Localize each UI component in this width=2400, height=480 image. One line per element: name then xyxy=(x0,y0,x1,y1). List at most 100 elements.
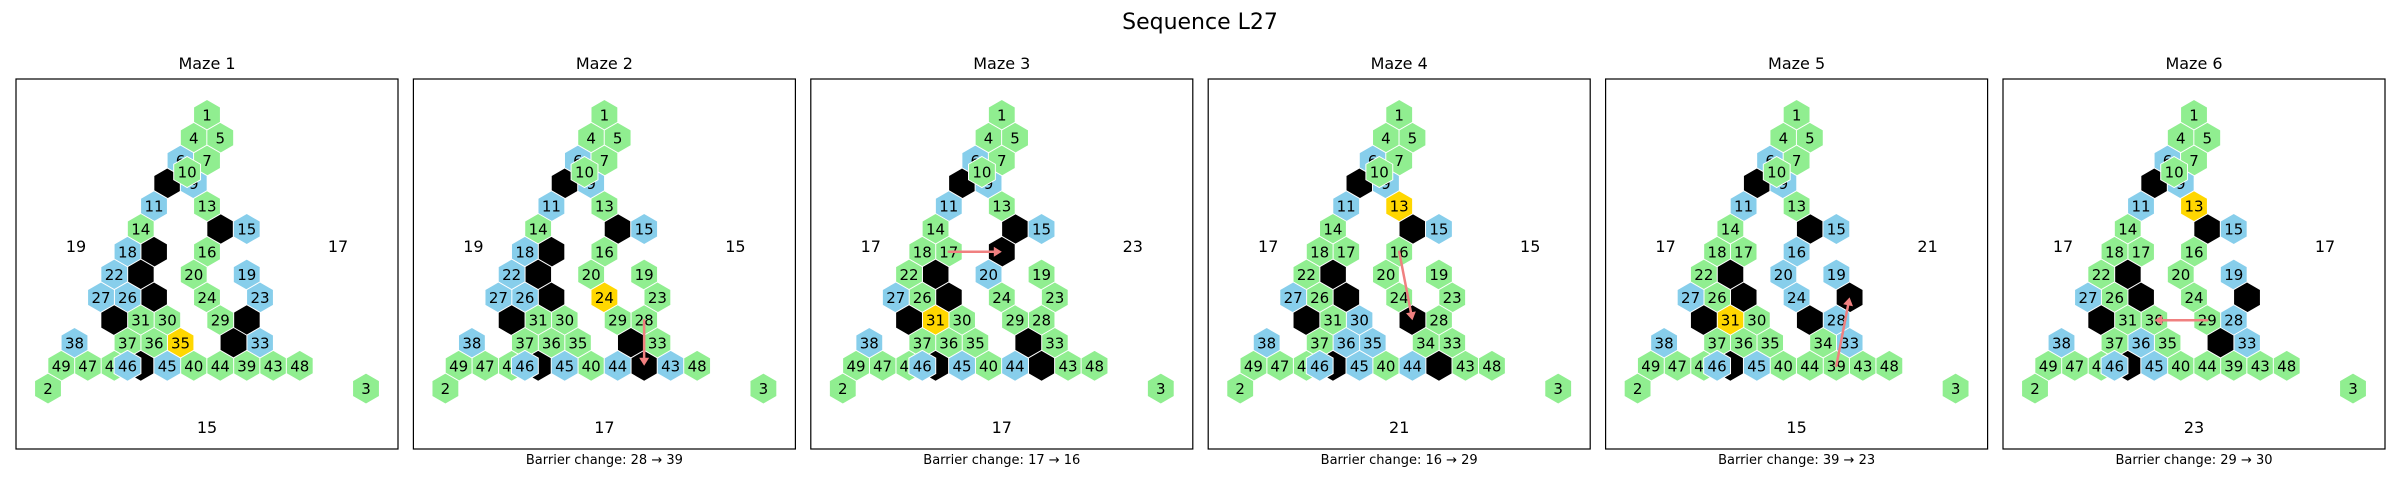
hex-cell: 18 xyxy=(908,235,937,268)
hex-number: 45 xyxy=(953,357,972,375)
hex-cell: 23 xyxy=(643,281,672,314)
hex-number: 8 xyxy=(957,175,967,193)
hex-number: 26 xyxy=(2105,289,2124,307)
hex-cell: 32 xyxy=(2087,304,2116,337)
hex-cell: 35 xyxy=(2153,326,2182,360)
hex-cell: 24 xyxy=(590,281,619,314)
hex-cell: 44 xyxy=(1001,349,1029,382)
hex-shape xyxy=(1001,349,1029,382)
hex-number: 37 xyxy=(1708,335,1727,353)
hex-shape xyxy=(1795,349,1824,382)
hex-cell: 38 xyxy=(1650,326,1679,360)
hex-cell: 27 xyxy=(1676,281,1705,314)
hex-number: 24 xyxy=(197,289,216,307)
hex-shape xyxy=(1345,349,1374,382)
hex-cell: 44 xyxy=(1795,349,1824,382)
hex-cell: 36 xyxy=(1332,326,1361,360)
hex-number: 20 xyxy=(1774,266,1793,284)
hex-number: 35 xyxy=(1761,335,1780,353)
hex-number: 49 xyxy=(847,357,866,375)
hex-number: 35 xyxy=(171,335,190,353)
hex-number: 15 xyxy=(1429,221,1448,239)
hex-number: 19 xyxy=(1032,266,1051,284)
hex-number: 36 xyxy=(1734,335,1753,353)
hex-cell: 49 xyxy=(1636,349,1665,382)
hex-shape xyxy=(1398,349,1427,382)
hex-number: 24 xyxy=(1390,289,1409,307)
hex-number: 15 xyxy=(2224,221,2243,239)
hex-number: 20 xyxy=(979,266,998,284)
hex-number: 17 xyxy=(542,243,561,261)
hex-number: 15 xyxy=(1032,221,1051,239)
hex-number: 32 xyxy=(105,312,124,330)
hex-cell: 25 xyxy=(537,281,566,314)
hex-shape xyxy=(630,212,659,246)
maze-title: Maze 1 xyxy=(178,54,235,73)
hex-cell: 37 xyxy=(1305,326,1334,360)
hex-number: 39 xyxy=(237,357,256,375)
hex-number: 27 xyxy=(91,289,110,307)
hex-cell: 31 xyxy=(2113,304,2142,337)
hex-number: 26 xyxy=(118,289,137,307)
hex-cell: 24 xyxy=(1782,281,1811,314)
hex-cell: 45 xyxy=(1345,349,1374,382)
hex-cell: 22 xyxy=(895,258,923,291)
hex-cell: 46 xyxy=(510,349,539,382)
hex-cell: 38 xyxy=(60,326,89,360)
left-count: 17 xyxy=(1258,237,1278,256)
hex-cell: 27 xyxy=(1279,281,1308,314)
hex-cell: 2 xyxy=(1226,372,1255,405)
hex-number: 28 xyxy=(1032,312,1051,330)
hex-cell: 45 xyxy=(948,349,976,382)
hex-cell: 3 xyxy=(1146,372,1175,405)
hex-number: 22 xyxy=(1694,266,1713,284)
hex-number: 7 xyxy=(997,152,1007,170)
hex-number: 40 xyxy=(979,357,998,375)
hex-shape xyxy=(1425,212,1453,246)
hex-shape xyxy=(2160,155,2189,189)
hex-number: 12 xyxy=(1403,221,1422,239)
hex-number: 31 xyxy=(529,312,548,330)
hex-shape xyxy=(431,372,460,405)
hex-shape xyxy=(510,349,539,382)
hex-cell: 35 xyxy=(1358,326,1387,360)
hex-number: 17 xyxy=(144,243,163,261)
hex-cell: 37 xyxy=(908,326,937,360)
right-count: 15 xyxy=(1520,237,1540,256)
hex-cell: 10 xyxy=(1365,155,1394,189)
hex-cell: 26 xyxy=(1305,281,1334,314)
hex-cell: 37 xyxy=(1703,326,1732,360)
hex-number: 24 xyxy=(2184,289,2203,307)
hex-number: 2 xyxy=(2030,380,2040,398)
hex-cell: 49 xyxy=(2034,349,2063,382)
hex-number: 44 xyxy=(1006,357,1025,375)
hex-number: 26 xyxy=(1708,289,1727,307)
left-count: 19 xyxy=(66,237,86,256)
hex-number: 25 xyxy=(144,289,163,307)
hex-cell: 35 xyxy=(563,326,592,360)
hex-cell: 13 xyxy=(2180,190,2208,223)
hex-number: 19 xyxy=(237,266,256,284)
hex-number: 26 xyxy=(515,289,534,307)
hex-shape xyxy=(908,349,937,382)
hex-number: 45 xyxy=(158,357,177,375)
hex-cell: 29 xyxy=(603,304,632,337)
hex-cell: 23 xyxy=(1438,281,1467,314)
hex-cell: 11 xyxy=(1729,190,1758,223)
hex-cell: 13 xyxy=(1385,190,1414,223)
hex-cell: 20 xyxy=(179,258,208,291)
hex-number: 38 xyxy=(2052,335,2071,353)
hex-cell: 16 xyxy=(590,235,619,268)
hex-number: 37 xyxy=(1310,335,1329,353)
hex-number: 26 xyxy=(1310,289,1329,307)
hex-number: 45 xyxy=(1350,357,1369,375)
hex-cell: 2 xyxy=(1623,372,1652,405)
hex-cell: 49 xyxy=(1239,349,1268,382)
hex-cell: 36 xyxy=(934,326,963,360)
hex-number: 44 xyxy=(608,357,627,375)
hex-cell: 13 xyxy=(1782,190,1811,223)
hex-number: 15 xyxy=(635,221,654,239)
hex-number: 43 xyxy=(1059,357,1078,375)
hex-number: 46 xyxy=(913,357,932,375)
